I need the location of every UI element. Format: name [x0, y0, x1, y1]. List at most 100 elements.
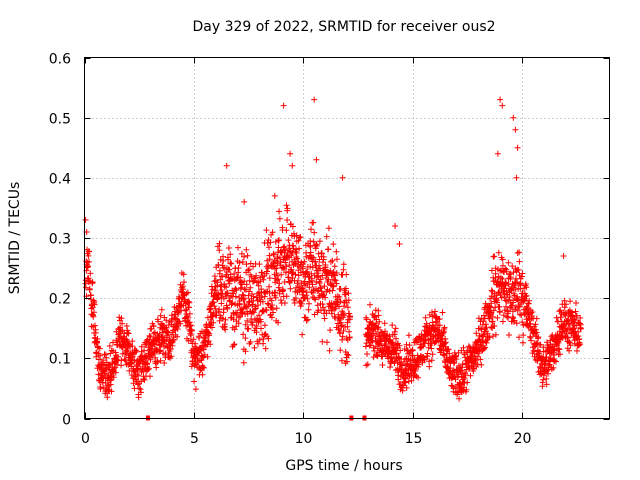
data-point [118, 362, 125, 369]
data-point [338, 322, 345, 329]
data-point [519, 270, 526, 277]
data-point [214, 295, 221, 302]
data-point [310, 254, 317, 261]
data-point [216, 317, 223, 324]
data-point [507, 274, 514, 281]
data-point [303, 317, 310, 324]
data-point [275, 319, 282, 326]
data-point [204, 353, 211, 360]
data-point [405, 378, 412, 385]
data-point [337, 347, 344, 354]
data-point [124, 348, 131, 354]
data-point [503, 303, 510, 310]
data-point [429, 351, 436, 358]
data-point [229, 300, 236, 306]
data-point [180, 286, 187, 293]
data-point [362, 343, 369, 350]
data-point [319, 338, 326, 345]
data-point [261, 322, 268, 329]
data-point [114, 361, 120, 368]
data-point [333, 270, 340, 276]
data-point [210, 299, 217, 306]
data-point [200, 346, 207, 353]
data-point [292, 295, 299, 302]
data-point [136, 385, 143, 392]
data-point [504, 313, 511, 320]
data-point [393, 335, 399, 342]
data-point [253, 329, 260, 336]
data-point [330, 283, 337, 290]
data-point [138, 343, 145, 350]
data-point [97, 385, 104, 392]
data-point [378, 329, 385, 335]
data-point [557, 351, 563, 358]
data-point [252, 305, 259, 312]
data-point [283, 202, 290, 209]
data-point [274, 272, 281, 279]
data-point [291, 300, 298, 306]
data-point [337, 315, 343, 322]
data-point [225, 256, 232, 263]
data-point [234, 309, 241, 316]
data-point [364, 361, 371, 368]
data-point [218, 287, 225, 293]
data-point [328, 310, 335, 317]
data-point [480, 331, 487, 338]
data-point [216, 267, 223, 274]
data-point [367, 301, 373, 308]
data-point [304, 316, 311, 323]
data-point [184, 289, 191, 296]
data-point [287, 150, 294, 157]
data-point [376, 318, 383, 325]
axis-ticks [84, 57, 610, 420]
data-point [432, 339, 439, 345]
data-point [499, 276, 506, 282]
data-point [104, 394, 111, 401]
data-point [253, 272, 260, 279]
data-point [91, 309, 97, 316]
data-point [516, 258, 523, 265]
data-point [332, 305, 339, 312]
data-point [296, 234, 303, 241]
data-point [334, 320, 341, 327]
data-point [508, 287, 515, 294]
data-point [403, 384, 410, 391]
data-point [567, 342, 574, 349]
data-point [88, 296, 94, 303]
data-point [510, 269, 517, 276]
data-point [235, 320, 242, 327]
data-point [540, 376, 547, 383]
data-point [502, 297, 509, 304]
data-point [455, 388, 462, 395]
data-point [485, 334, 491, 341]
data-point [514, 144, 521, 151]
data-point [566, 347, 573, 354]
data-point [567, 298, 574, 305]
data-point [494, 314, 501, 321]
data-point [327, 258, 334, 265]
data-point [415, 361, 422, 368]
data-point [439, 309, 446, 316]
data-point [511, 317, 518, 324]
data-point [426, 330, 433, 337]
data-point [124, 329, 131, 336]
data-point [319, 272, 326, 279]
data-point [281, 300, 288, 306]
data-point [180, 271, 187, 278]
data-point [158, 306, 165, 313]
data-point [445, 346, 452, 353]
data-point [235, 265, 242, 271]
data-point [221, 283, 228, 290]
data-point [283, 263, 290, 270]
data-point [330, 269, 337, 275]
data-point [486, 315, 493, 322]
data-point [330, 241, 337, 248]
data-point [397, 347, 404, 354]
data-point [313, 274, 320, 281]
data-point [196, 334, 203, 341]
data-point [345, 290, 352, 297]
data-point [473, 357, 479, 364]
data-point [563, 301, 569, 308]
data-point [341, 312, 348, 319]
data-point [551, 357, 558, 364]
